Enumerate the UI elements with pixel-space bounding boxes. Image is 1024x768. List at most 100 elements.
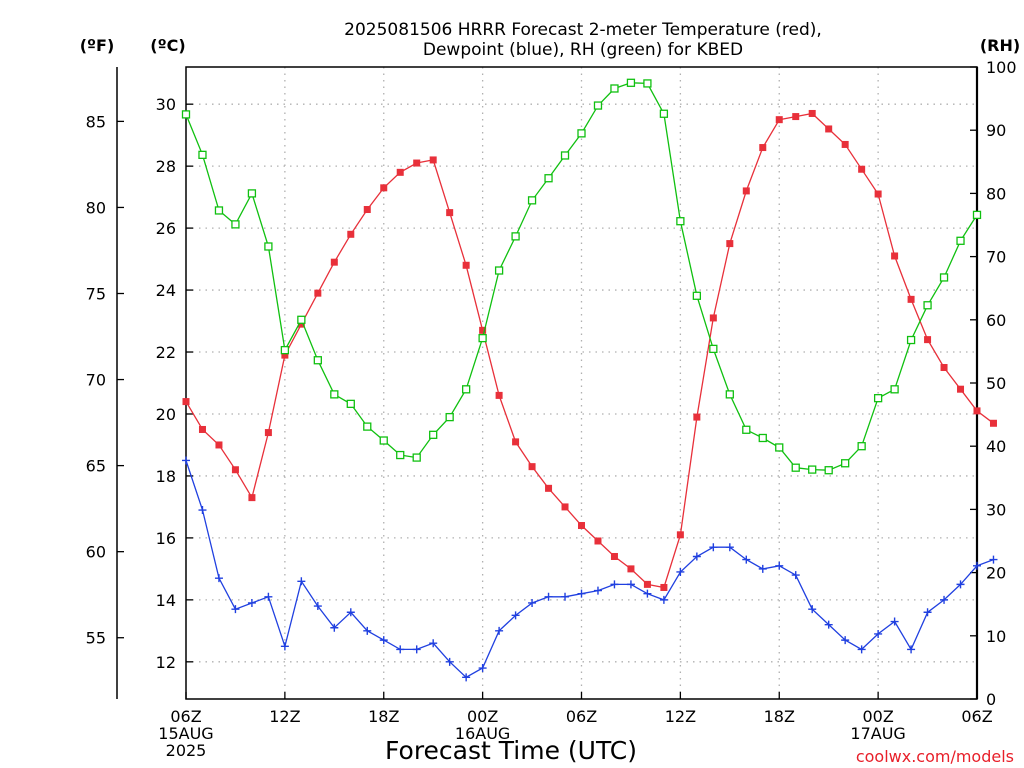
data-point <box>759 144 767 152</box>
fahrenheit-tick-label: 85 <box>86 112 106 131</box>
data-point <box>264 429 272 437</box>
credit-link[interactable]: coolwx.com/models <box>856 747 1014 766</box>
x-tick-label: 00Z <box>862 707 893 726</box>
fahrenheit-tick-label: 55 <box>86 629 106 648</box>
rh-tick-label: 100 <box>986 58 1017 77</box>
series-line <box>185 112 994 589</box>
data-point <box>972 210 982 220</box>
data-point <box>989 419 997 427</box>
data-point <box>792 113 800 121</box>
data-point <box>346 608 355 617</box>
data-point <box>577 129 586 138</box>
celsius-tick-label: 26 <box>156 219 176 238</box>
data-point <box>445 412 454 422</box>
data-point <box>412 645 421 654</box>
celsius-tick-label: 12 <box>156 653 176 672</box>
x-tick-label: 15AUG <box>158 724 213 743</box>
fahrenheit-tick-label: 70 <box>86 371 106 390</box>
data-point <box>445 657 454 666</box>
data-point <box>561 592 570 601</box>
data-point <box>297 320 305 328</box>
data-point <box>248 494 256 502</box>
axis-labels: 12 14 16 18 20 22 24 26 28 30 55 60 65 70 75 80 85 0 10 20 3… <box>86 58 1017 760</box>
data-point <box>198 425 206 433</box>
data-point <box>593 586 602 595</box>
data-point <box>610 580 619 589</box>
data-point <box>890 617 899 626</box>
data-point <box>726 240 734 248</box>
data-point <box>198 506 207 515</box>
data-point <box>363 422 372 431</box>
rh-tick-label: 40 <box>986 437 1006 456</box>
data-point <box>412 453 421 462</box>
data-point <box>446 209 454 217</box>
series-dewpoint <box>182 456 998 682</box>
data-point <box>907 295 915 303</box>
data-point <box>182 456 190 465</box>
rh-tick-label: 60 <box>986 311 1006 330</box>
data-point <box>363 626 372 635</box>
rh-tick-label: 10 <box>986 627 1006 646</box>
data-point <box>479 326 487 334</box>
data-point <box>231 605 240 614</box>
data-point <box>511 611 520 620</box>
data-point <box>676 217 685 226</box>
data-point <box>791 571 800 580</box>
data-point <box>214 574 223 583</box>
data-point <box>462 673 471 682</box>
data-point <box>610 84 619 93</box>
data-point <box>626 78 636 87</box>
data-point <box>940 595 949 604</box>
data-point <box>857 442 866 451</box>
data-point <box>709 344 718 354</box>
data-point <box>280 345 290 355</box>
data-point <box>610 552 618 560</box>
x-tick-label: 17AUG <box>850 724 905 743</box>
data-point <box>957 385 965 393</box>
data-point <box>313 602 322 611</box>
data-point <box>857 645 866 654</box>
data-point <box>281 351 289 359</box>
data-point <box>577 589 586 598</box>
data-point <box>659 595 668 604</box>
data-point <box>379 436 388 445</box>
data-point <box>825 125 833 133</box>
data-point <box>775 561 784 570</box>
data-point <box>660 583 668 591</box>
celsius-tick-label: 22 <box>156 343 176 362</box>
fahrenheit-tick-label: 80 <box>86 198 106 217</box>
data-point <box>791 463 800 472</box>
data-point <box>659 109 669 118</box>
series-temperature <box>182 109 997 591</box>
data-point <box>511 232 520 241</box>
rh-tick-label: 30 <box>986 500 1006 519</box>
data-point <box>264 592 273 601</box>
data-point <box>758 433 767 443</box>
data-point <box>429 430 438 439</box>
plot-frame <box>185 66 978 700</box>
chart-title: 2025081506 HRRR Forecast 2-meter Tempera… <box>344 20 822 60</box>
data-point <box>527 196 537 205</box>
data-point <box>396 450 405 460</box>
data-point <box>561 503 569 511</box>
data-point <box>578 522 585 530</box>
data-point <box>973 407 981 415</box>
data-point <box>413 159 421 167</box>
data-point <box>198 150 207 159</box>
fahrenheit-tick-label: 75 <box>86 285 106 304</box>
data-point <box>874 190 882 198</box>
data-point <box>841 140 849 148</box>
data-point <box>231 220 240 229</box>
data-point <box>396 645 405 654</box>
data-point <box>841 459 850 468</box>
data-point <box>939 273 949 282</box>
data-point <box>297 315 306 324</box>
data-point <box>709 543 718 552</box>
data-point <box>923 608 932 617</box>
data-point <box>692 552 701 561</box>
data-point <box>461 385 471 394</box>
data-point <box>330 623 339 632</box>
data-point <box>808 465 817 474</box>
x-tick-label: 06Z <box>961 707 992 726</box>
